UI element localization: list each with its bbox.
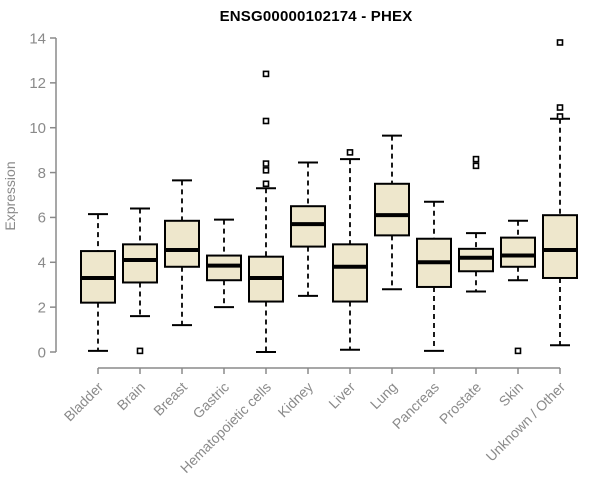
- boxplot-brain-outlier: [136, 347, 144, 355]
- x-axis-category-label: Kidney: [275, 379, 317, 421]
- boxplot-prostate-outlier: [472, 162, 480, 170]
- boxplot-skin-box: [500, 236, 536, 268]
- x-axis-category-label: Bladder: [61, 379, 107, 425]
- boxplot-hematopoietic-cells-outlier: [262, 167, 270, 174]
- boxplot-unknown-other-box: [542, 214, 578, 279]
- boxplot-prostate-box: [458, 247, 494, 273]
- boxplot-unknown-other-outlier: [556, 39, 564, 46]
- boxplot-hematopoietic-cells-outlier: [262, 70, 270, 78]
- boxplot-gastric-box: [206, 254, 242, 282]
- y-axis-tick-label: 4: [38, 255, 46, 272]
- x-axis-category-label: Breast: [150, 379, 190, 419]
- y-axis-tick-label: 6: [38, 210, 46, 227]
- x-axis-category-label: Lung: [367, 379, 400, 412]
- boxplot-hematopoietic-cells-outlier: [262, 160, 270, 167]
- y-axis-tick-label: 12: [29, 75, 46, 92]
- x-axis-category-label: Unknown / Other: [483, 379, 569, 465]
- x-axis-category-label: Liver: [325, 379, 358, 412]
- y-axis-tick-label: 10: [29, 120, 46, 137]
- x-axis-category-label: Brain: [114, 379, 148, 413]
- y-axis-tick-label: 2: [38, 299, 46, 316]
- boxplot-kidney-box: [290, 205, 326, 248]
- y-axis-tick-label: 8: [38, 165, 46, 182]
- boxplot-lung-box: [374, 182, 410, 237]
- y-axis-tick-label: 14: [29, 30, 46, 47]
- y-axis-tick-label: 0: [38, 344, 46, 361]
- x-axis-category-label: Pancreas: [389, 379, 442, 432]
- boxplot-liver-outlier: [346, 149, 354, 156]
- boxplot-hematopoietic-cells-outlier: [262, 180, 270, 188]
- x-axis-category-label: Skin: [496, 379, 527, 410]
- boxplot-unknown-other-outlier: [556, 113, 564, 120]
- chart-title: ENSG00000102174 - PHEX: [219, 8, 413, 25]
- boxplot-unknown-other-outlier: [556, 104, 564, 111]
- boxplot-hematopoietic-cells-outlier: [262, 117, 270, 125]
- boxplot-skin-outlier: [514, 347, 522, 355]
- x-axis-category-label: Prostate: [436, 379, 484, 427]
- boxplot-prostate-outlier: [472, 155, 480, 163]
- boxplot-breast-box: [164, 219, 200, 268]
- boxplot-liver-box: [332, 243, 368, 303]
- boxplot-brain-box: [122, 243, 158, 284]
